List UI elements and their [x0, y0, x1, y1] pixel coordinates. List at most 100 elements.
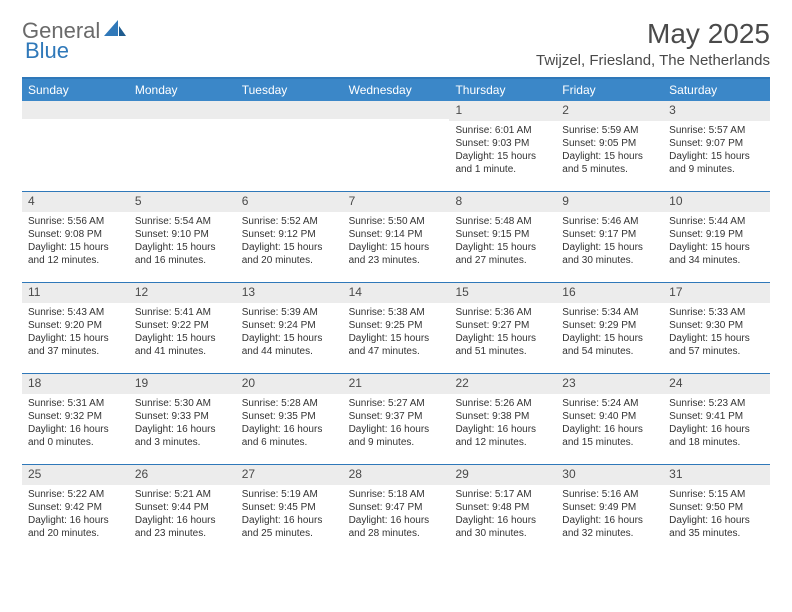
sunrise-text: Sunrise: 5:57 AM [669, 124, 764, 137]
day-cell: 31Sunrise: 5:15 AMSunset: 9:50 PMDayligh… [663, 465, 770, 555]
day-details: Sunrise: 5:24 AMSunset: 9:40 PMDaylight:… [556, 394, 663, 453]
day-cell: 1 Sunrise: 6:01 AMSunset: 9:03 PMDaylight… [449, 101, 556, 191]
sunset-text: Sunset: 9:24 PM [242, 319, 337, 332]
day-details: Sunrise: 5:54 AMSunset: 9:10 PMDaylight:… [129, 212, 236, 271]
day-number: 31 [663, 465, 770, 485]
sunrise-text: Sunrise: 5:22 AM [28, 488, 123, 501]
day-details: Sunrise: 5:56 AMSunset: 9:08 PMDaylight:… [22, 212, 129, 271]
day-number: 4 [22, 192, 129, 212]
sunrise-text: Sunrise: 5:54 AM [135, 215, 230, 228]
daylight-text: Daylight: 15 hours and 44 minutes. [242, 332, 337, 358]
day-number: 19 [129, 374, 236, 394]
day-cell: 28Sunrise: 5:18 AMSunset: 9:47 PMDayligh… [343, 465, 450, 555]
day-cell: 16Sunrise: 5:34 AMSunset: 9:29 PMDayligh… [556, 283, 663, 373]
sunset-text: Sunset: 9:30 PM [669, 319, 764, 332]
day-number: 30 [556, 465, 663, 485]
daylight-text: Daylight: 16 hours and 32 minutes. [562, 514, 657, 540]
week-row: 4Sunrise: 5:56 AMSunset: 9:08 PMDaylight… [22, 191, 770, 282]
daylight-text: Daylight: 15 hours and 37 minutes. [28, 332, 123, 358]
sunrise-text: Sunrise: 5:43 AM [28, 306, 123, 319]
sunrise-text: Sunrise: 5:28 AM [242, 397, 337, 410]
day-number: 10 [663, 192, 770, 212]
day-number: 20 [236, 374, 343, 394]
day-cell: 29Sunrise: 5:17 AMSunset: 9:48 PMDayligh… [449, 465, 556, 555]
day-cell: 6Sunrise: 5:52 AMSunset: 9:12 PMDaylight… [236, 192, 343, 282]
weekday-header-row: SundayMondayTuesdayWednesdayThursdayFrid… [22, 79, 770, 101]
day-number: 2 [556, 101, 663, 121]
day-number [236, 101, 343, 119]
day-cell-empty [129, 101, 236, 191]
day-cell: 25Sunrise: 5:22 AMSunset: 9:42 PMDayligh… [22, 465, 129, 555]
month-title: May 2025 [536, 18, 770, 50]
calendar-body: 1Sunrise: 6:01 AMSunset: 9:03 PMDaylight… [22, 101, 770, 555]
sunrise-text: Sunrise: 5:41 AM [135, 306, 230, 319]
day-details: Sunrise: 5:57 AMSunset: 9:07 PMDaylight:… [663, 121, 770, 180]
day-number [343, 101, 450, 119]
day-number: 29 [449, 465, 556, 485]
sunset-text: Sunset: 9:33 PM [135, 410, 230, 423]
sunset-text: Sunset: 9:19 PM [669, 228, 764, 241]
day-cell: 15Sunrise: 5:36 AMSunset: 9:27 PMDayligh… [449, 283, 556, 373]
daylight-text: Daylight: 15 hours and 27 minutes. [455, 241, 550, 267]
daylight-text: Daylight: 15 hours and 57 minutes. [669, 332, 764, 358]
day-number: 26 [129, 465, 236, 485]
day-details: Sunrise: 5:39 AMSunset: 9:24 PMDaylight:… [236, 303, 343, 362]
daylight-text: Daylight: 16 hours and 30 minutes. [455, 514, 550, 540]
day-cell-empty [343, 101, 450, 191]
day-cell: 18Sunrise: 5:31 AMSunset: 9:32 PMDayligh… [22, 374, 129, 464]
daylight-text: Daylight: 16 hours and 23 minutes. [135, 514, 230, 540]
sunset-text: Sunset: 9:10 PM [135, 228, 230, 241]
day-details: Sunrise: 5:18 AMSunset: 9:47 PMDaylight:… [343, 485, 450, 544]
day-details: Sunrise: 5:36 AMSunset: 9:27 PMDaylight:… [449, 303, 556, 362]
sunrise-text: Sunrise: 5:26 AM [455, 397, 550, 410]
week-row: 25Sunrise: 5:22 AMSunset: 9:42 PMDayligh… [22, 464, 770, 555]
daylight-text: Daylight: 15 hours and 9 minutes. [669, 150, 764, 176]
day-details: Sunrise: 5:31 AMSunset: 9:32 PMDaylight:… [22, 394, 129, 453]
day-number: 1 [449, 101, 556, 121]
sunrise-text: Sunrise: 5:38 AM [349, 306, 444, 319]
day-cell: 23Sunrise: 5:24 AMSunset: 9:40 PMDayligh… [556, 374, 663, 464]
sunset-text: Sunset: 9:44 PM [135, 501, 230, 514]
day-number: 21 [343, 374, 450, 394]
day-cell: 17Sunrise: 5:33 AMSunset: 9:30 PMDayligh… [663, 283, 770, 373]
daylight-text: Daylight: 16 hours and 12 minutes. [455, 423, 550, 449]
sunrise-text: Sunrise: 5:48 AM [455, 215, 550, 228]
sunrise-text: Sunrise: 5:59 AM [562, 124, 657, 137]
day-cell: 11Sunrise: 5:43 AMSunset: 9:20 PMDayligh… [22, 283, 129, 373]
sunset-text: Sunset: 9:03 PM [455, 137, 550, 150]
day-cell: 20 Sunrise: 5:28 AMSunset: 9:35 PMDayligh… [236, 374, 343, 464]
day-details: Sunrise: 5:23 AMSunset: 9:41 PMDaylight:… [663, 394, 770, 453]
day-number: 7 [343, 192, 450, 212]
day-number: 14 [343, 283, 450, 303]
daylight-text: Daylight: 15 hours and 16 minutes. [135, 241, 230, 267]
day-details: Sunrise: 5:15 AMSunset: 9:50 PMDaylight:… [663, 485, 770, 544]
sunrise-text: Sunrise: 5:50 AM [349, 215, 444, 228]
day-cell: 3Sunrise: 5:57 AMSunset: 9:07 PMDaylight… [663, 101, 770, 191]
day-details: Sunrise: 5:46 AMSunset: 9:17 PMDaylight:… [556, 212, 663, 271]
day-cell: 7Sunrise: 5:50 AMSunset: 9:14 PMDaylight… [343, 192, 450, 282]
sunrise-text: Sunrise: 5:31 AM [28, 397, 123, 410]
day-details: Sunrise: 5:44 AMSunset: 9:19 PMDaylight:… [663, 212, 770, 271]
sunrise-text: Sunrise: 5:52 AM [242, 215, 337, 228]
sunrise-text: Sunrise: 5:27 AM [349, 397, 444, 410]
daylight-text: Daylight: 15 hours and 1 minute. [455, 150, 550, 176]
daylight-text: Daylight: 15 hours and 47 minutes. [349, 332, 444, 358]
day-cell: 26 Sunrise: 5:21 AMSunset: 9:44 PMDayligh… [129, 465, 236, 555]
day-number: 18 [22, 374, 129, 394]
sunset-text: Sunset: 9:35 PM [242, 410, 337, 423]
day-cell: 5Sunrise: 5:54 AMSunset: 9:10 PMDaylight… [129, 192, 236, 282]
sunrise-text: Sunrise: 5:23 AM [669, 397, 764, 410]
daylight-text: Daylight: 16 hours and 6 minutes. [242, 423, 337, 449]
day-number [129, 101, 236, 119]
sunrise-text: Sunrise: 5:17 AM [455, 488, 550, 501]
day-details: Sunrise: 5:48 AMSunset: 9:15 PMDaylight:… [449, 212, 556, 271]
sunset-text: Sunset: 9:20 PM [28, 319, 123, 332]
weekday-header: Tuesday [236, 79, 343, 101]
day-details: Sunrise: 5:22 AMSunset: 9:42 PMDaylight:… [22, 485, 129, 544]
sunrise-text: Sunrise: 5:21 AM [135, 488, 230, 501]
day-cell-empty [236, 101, 343, 191]
daylight-text: Daylight: 16 hours and 9 minutes. [349, 423, 444, 449]
daylight-text: Daylight: 16 hours and 0 minutes. [28, 423, 123, 449]
sunrise-text: Sunrise: 6:01 AM [455, 124, 550, 137]
sunset-text: Sunset: 9:38 PM [455, 410, 550, 423]
